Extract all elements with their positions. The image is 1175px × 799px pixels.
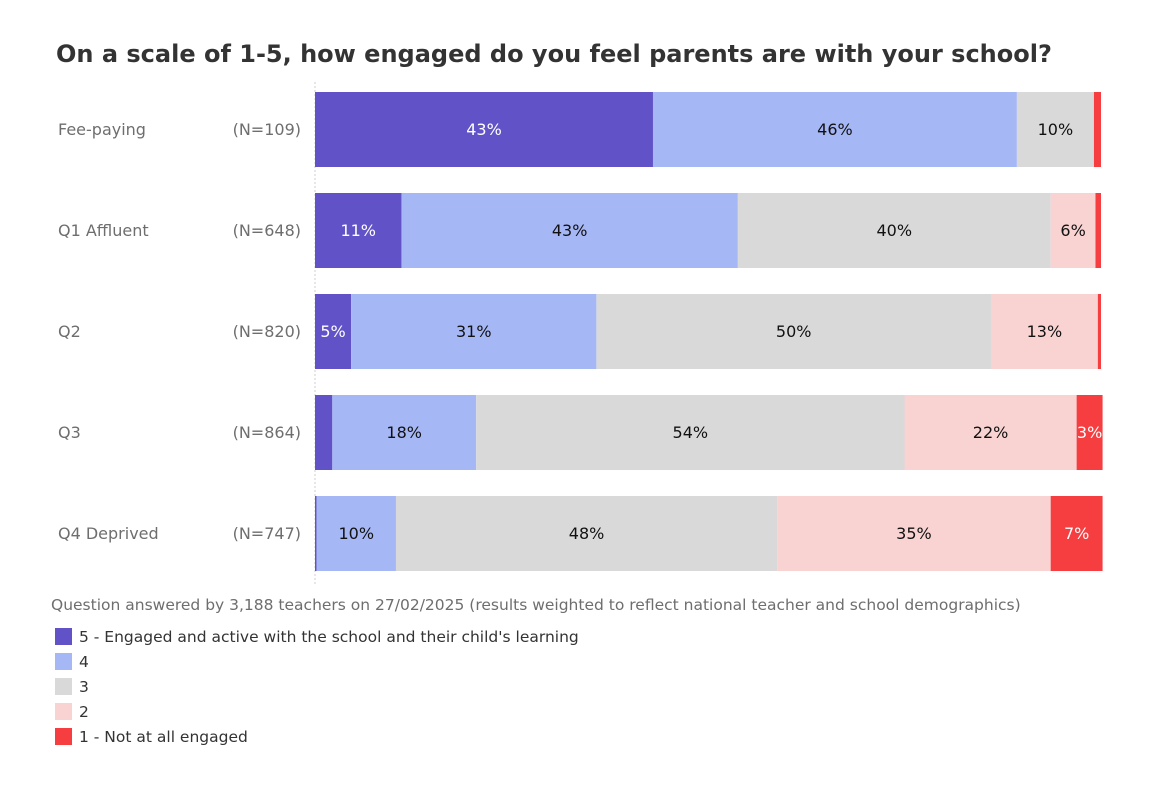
bar-segment xyxy=(332,395,477,470)
chart-note: Question answered by 3,188 teachers on 2… xyxy=(51,596,1021,614)
bar-value-label: 54% xyxy=(673,423,709,442)
bar-value-label: 48% xyxy=(569,524,605,543)
bar-value-label: 22% xyxy=(973,423,1009,442)
bar-value-labels: 43% 46% 10% 11% 43% 40% 6% 5% 31% 50% 13% 18% 54% 22%… xyxy=(320,120,1102,543)
bar-segment xyxy=(1093,92,1101,167)
bar-segment xyxy=(315,395,333,470)
category-label: Q2 xyxy=(58,322,81,341)
chart-title: On a scale of 1-5, how engaged do you fe… xyxy=(56,40,1052,68)
bar-value-label: 3% xyxy=(1077,423,1102,442)
bar-value-label: 10% xyxy=(1038,120,1074,139)
legend-label: 3 xyxy=(79,678,89,696)
bar-value-label: 35% xyxy=(896,524,932,543)
bar-segment xyxy=(596,294,991,369)
bar-value-label: 43% xyxy=(552,221,588,240)
bar-segment xyxy=(1050,496,1103,571)
bar-segment xyxy=(476,395,905,470)
bar-segment xyxy=(315,92,653,167)
bar-value-label: 50% xyxy=(776,322,812,341)
legend-label: 2 xyxy=(79,703,89,721)
bar-segment xyxy=(315,496,317,571)
sample-size-label: (N=648) xyxy=(233,221,301,240)
bar-segment xyxy=(316,496,396,571)
legend-swatch xyxy=(55,728,72,745)
bar-value-label: 10% xyxy=(338,524,374,543)
bar-segment xyxy=(652,92,1017,167)
bar-segment xyxy=(395,496,778,571)
bar-segment xyxy=(1050,193,1096,268)
bar-value-label: 13% xyxy=(1027,322,1063,341)
bar-segment xyxy=(315,294,352,369)
bar-segment xyxy=(401,193,738,268)
sample-size-labels: (N=109) (N=648) (N=820) (N=864) (N=747) xyxy=(233,120,301,543)
legend-swatch xyxy=(55,703,72,720)
legend: 5 - Engaged and active with the school a… xyxy=(55,628,579,746)
stacked-bars xyxy=(315,92,1103,571)
bar-value-label: 11% xyxy=(340,221,376,240)
legend-swatch xyxy=(55,628,72,645)
category-label: Q1 Affluent xyxy=(58,221,149,240)
legend-label: 4 xyxy=(79,653,89,671)
sample-size-label: (N=747) xyxy=(233,524,301,543)
bar-segment xyxy=(315,193,402,268)
bar-segment xyxy=(351,294,597,369)
bar-value-label: 7% xyxy=(1064,524,1089,543)
bar-segment xyxy=(737,193,1051,268)
legend-label: 5 - Engaged and active with the school a… xyxy=(79,628,579,646)
category-label: Q3 xyxy=(58,423,81,442)
bar-segment xyxy=(1076,395,1103,470)
bar-value-label: 5% xyxy=(320,322,345,341)
legend-swatch xyxy=(55,653,72,670)
bar-value-label: 40% xyxy=(877,221,913,240)
category-labels: Fee-paying Q1 Affluent Q2 Q3 Q4 Deprived xyxy=(58,120,159,543)
bar-segment xyxy=(1097,294,1101,369)
bar-value-label: 46% xyxy=(817,120,853,139)
legend-swatch xyxy=(55,678,72,695)
bar-segment xyxy=(1095,193,1101,268)
bar-segment xyxy=(777,496,1051,571)
bar-segment xyxy=(990,294,1098,369)
category-label: Q4 Deprived xyxy=(58,524,159,543)
bar-value-label: 6% xyxy=(1060,221,1085,240)
bar-value-label: 18% xyxy=(386,423,422,442)
bar-segment xyxy=(904,395,1077,470)
bar-segment xyxy=(1016,92,1094,167)
category-label: Fee-paying xyxy=(58,120,146,139)
bar-value-label: 31% xyxy=(456,322,492,341)
sample-size-label: (N=864) xyxy=(233,423,301,442)
sample-size-label: (N=109) xyxy=(233,120,301,139)
bar-value-label: 43% xyxy=(466,120,502,139)
legend-label: 1 - Not at all engaged xyxy=(79,728,248,746)
sample-size-label: (N=820) xyxy=(233,322,301,341)
